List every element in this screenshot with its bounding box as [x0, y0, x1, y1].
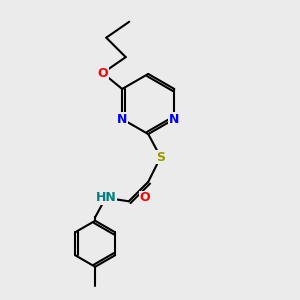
- Text: O: O: [140, 191, 150, 204]
- Text: S: S: [156, 151, 165, 164]
- Text: O: O: [98, 67, 108, 80]
- Text: N: N: [169, 112, 179, 125]
- Text: HN: HN: [95, 191, 116, 204]
- Text: N: N: [117, 112, 128, 125]
